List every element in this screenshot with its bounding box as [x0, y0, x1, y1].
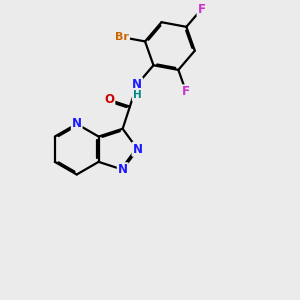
- Text: F: F: [182, 85, 190, 98]
- Text: Br: Br: [115, 32, 129, 42]
- Text: N: N: [72, 117, 82, 130]
- Text: H: H: [133, 90, 141, 100]
- Text: N: N: [118, 163, 128, 176]
- Text: F: F: [197, 3, 206, 16]
- Text: N: N: [133, 143, 142, 156]
- Text: N: N: [132, 78, 142, 91]
- Text: O: O: [104, 94, 114, 106]
